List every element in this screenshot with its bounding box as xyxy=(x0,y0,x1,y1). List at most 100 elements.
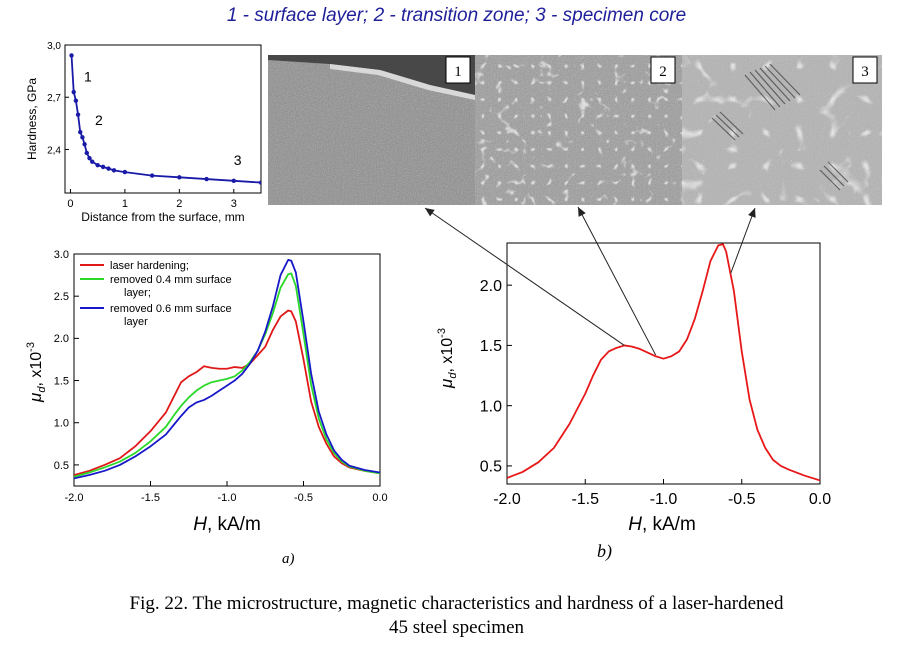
chart-b-ytick-label: 1.0 xyxy=(480,398,502,415)
chart-a-xlabel-h: H xyxy=(193,514,207,535)
chart-b-ylabel-exp: -3 xyxy=(436,328,448,338)
hardness-point xyxy=(78,129,83,135)
pointer-arrow-1 xyxy=(424,207,625,346)
hardness-point xyxy=(231,178,236,184)
micrograph-1 xyxy=(268,55,475,205)
hardness-point xyxy=(106,166,111,171)
chart-b-xlabel-h: H xyxy=(628,514,642,535)
chart-a-ytick-label: 3.0 xyxy=(54,249,69,261)
chart-a-ylabel-mu: μ xyxy=(26,392,45,403)
chart-a-ytick-label: 1.0 xyxy=(54,418,69,430)
chart-b-ticks: -2.0 -1.5 -1.0 -0.5 0.0 0.5 1.0 1.5 2.0 xyxy=(480,278,831,508)
chart-a-series-line-2 xyxy=(74,272,380,478)
chart-a-xtick-label: -2.0 xyxy=(65,492,84,504)
micrograph-label-1: 1 xyxy=(454,64,462,80)
hardness-point xyxy=(73,98,79,103)
chart-a-ylabel: μd, x10-3 xyxy=(25,342,48,403)
micrograph-label-3: 3 xyxy=(861,64,869,80)
hardness-point xyxy=(100,164,106,170)
legend-label-2: removed 0.4 mm surface layer; xyxy=(110,274,232,299)
hardness-annotation-3: 3 xyxy=(234,152,242,168)
hardness-point xyxy=(204,176,209,182)
hardness-point xyxy=(84,150,89,156)
chart-a-ytick-label: 2.5 xyxy=(54,291,69,303)
chart-a-xtick-label: -1.0 xyxy=(218,492,237,504)
hardness-xlabel: Distance from the surface, mm xyxy=(81,210,244,224)
hardness-chart: 0 1 2 3 2,4 2,7 3,0 1 2 3 Distance from the surf… xyxy=(25,41,262,224)
micrograph-3 xyxy=(682,55,882,205)
hardness-ytick-label: 2,4 xyxy=(47,145,61,156)
hardness-xtick-label: 2 xyxy=(176,198,182,210)
chart-b-xlabel: H, kA/m xyxy=(628,514,696,535)
hardness-xtick-label: 0 xyxy=(67,198,73,210)
figure-caption: Fig. 22. The microstructure, magnetic ch… xyxy=(0,592,913,640)
hardness-point xyxy=(90,159,95,164)
chart-b-ytick-label: 1.5 xyxy=(480,338,502,355)
hardness-ylabel: Hardness, GPa xyxy=(25,78,39,160)
figure: 1 2 3 0 1 2 3 2,4 2,7 3,0 1 2 3 Distance from th… xyxy=(25,41,882,567)
pointer-arrow-3 xyxy=(730,207,756,274)
hardness-annotations: 1 2 3 xyxy=(84,69,242,169)
hardness-point xyxy=(82,142,87,147)
chart-b-xtick-label: -0.5 xyxy=(728,491,756,508)
hardness-line xyxy=(70,55,261,184)
chart-b: -2.0 -1.5 -1.0 -0.5 0.00.51.01.52.0 H, kA/m … xyxy=(436,242,831,562)
chart-a-ytick-label: 1.5 xyxy=(54,375,69,387)
legend-label-1: laser hardening; xyxy=(110,260,189,272)
chart-b-series-line-1 xyxy=(507,243,820,482)
pointer-arrows xyxy=(424,206,756,356)
pointer-arrow-2 xyxy=(577,206,657,356)
headline: 1 - surface layer; 2 - transition zone; … xyxy=(226,5,687,26)
chart-a-xtick-label: -1.5 xyxy=(141,492,160,504)
chart-b-ytick-label: 0.5 xyxy=(480,459,502,476)
chart-a-xtick-label: 0.0 xyxy=(372,492,387,504)
panel-b-label: b) xyxy=(597,541,612,562)
chart-a-ylabel-unit: x10 xyxy=(28,352,45,378)
chart-b-xtick-label: 0.0 xyxy=(809,491,831,508)
hardness-point xyxy=(80,135,85,140)
chart-a-legend: laser hardening; removed 0.4 mm surface la… xyxy=(80,260,232,328)
hardness-point xyxy=(177,175,182,180)
chart-a-ticks: -2.0 -1.5 -1.0 -0.5 0.0 0.5 1.0 1.5 2.0 2.5 3.0 xyxy=(54,249,388,504)
chart-b-xtick-label: -2.0 xyxy=(493,491,521,508)
hardness-point xyxy=(111,168,117,173)
chart-a: -2.0 -1.5 -1.0 -0.5 0.0 0.5 1.0 1.5 2.0 2.5 3.0 la… xyxy=(25,249,388,567)
hardness-xtick-label: 3 xyxy=(231,198,237,210)
chart-a-xlabel-rest: , kA/m xyxy=(207,514,261,535)
legend-label-3: removed 0.6 mm surface layer xyxy=(110,303,232,328)
chart-b-ylabel-sep: , xyxy=(439,364,456,373)
caption-line-2: 45 steel specimen xyxy=(388,617,525,638)
micrograph-panels: 1 2 3 xyxy=(268,55,882,205)
chart-a-series-line-3 xyxy=(74,259,380,480)
hardness-ytick-label: 3,0 xyxy=(47,41,61,52)
hardness-plot xyxy=(69,53,261,185)
hardness-ytick-label: 2,7 xyxy=(47,93,61,104)
chart-b-xtick-label: -1.0 xyxy=(650,491,678,508)
micrograph-label-boxes: 1 2 3 xyxy=(445,56,878,84)
hardness-point xyxy=(87,155,92,161)
chart-b-ylabel: μd, x10-3 xyxy=(436,328,459,389)
hardness-annotation-1: 1 xyxy=(84,69,92,85)
hardness-point xyxy=(258,180,261,185)
micrograph-2 xyxy=(475,55,682,205)
chart-b-xlabel-rest: , kA/m xyxy=(642,514,696,535)
chart-b-ylabel-sub: d xyxy=(447,372,459,379)
panel-a-label: a) xyxy=(282,551,295,567)
chart-b-xtick-label: -1.5 xyxy=(571,491,599,508)
hardness-point xyxy=(71,89,76,95)
chart-b-plot xyxy=(507,243,820,482)
chart-a-ylabel-sub: d xyxy=(36,386,48,393)
chart-a-plot xyxy=(74,259,380,480)
chart-a-ytick-label: 2.0 xyxy=(54,333,69,345)
chart-a-xlabel: H, kA/m xyxy=(193,514,261,535)
hardness-point xyxy=(69,53,74,58)
hardness-xtick-label: 1 xyxy=(122,198,128,210)
hardness-point xyxy=(75,112,81,117)
chart-a-ylabel-exp: -3 xyxy=(25,342,37,352)
hardness-point xyxy=(122,169,128,175)
chart-b-ytick-label: 2.0 xyxy=(480,278,502,295)
chart-a-ytick-label: 0.5 xyxy=(54,460,69,472)
micrograph-label-2: 2 xyxy=(659,64,667,80)
chart-b-ylabel-unit: x10 xyxy=(439,338,456,364)
hardness-annotation-2: 2 xyxy=(95,112,103,128)
